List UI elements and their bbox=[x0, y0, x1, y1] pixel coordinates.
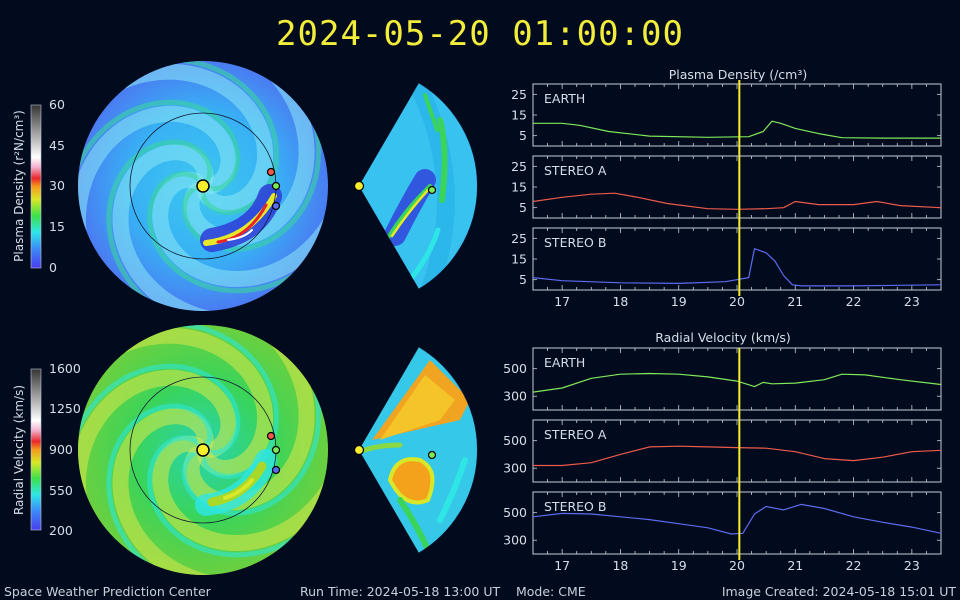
density-tick: 15 bbox=[49, 219, 65, 234]
chart-frame bbox=[532, 347, 942, 411]
x-tick-label: 22 bbox=[846, 558, 862, 573]
chart-frame bbox=[532, 83, 942, 147]
stereo-a-marker-icon bbox=[266, 431, 276, 441]
velocity-tick: 1600 bbox=[49, 361, 81, 376]
x-tick-label: 19 bbox=[671, 294, 687, 309]
velocity-colorbar: 1600 1250 900 550 200 Radial Velocity (k… bbox=[12, 361, 81, 538]
y-tick-label: 500 bbox=[503, 361, 527, 376]
density-colorbar-label: Plasma Density (r²N/cm³) bbox=[12, 110, 26, 262]
stereo-b-marker-icon bbox=[271, 201, 281, 211]
x-tick-label: 21 bbox=[787, 558, 803, 573]
x-tick-label: 18 bbox=[612, 558, 628, 573]
chart-panel: 500 300 STEREO B 17 18 19 20 21 22 23 bbox=[503, 491, 942, 573]
series-line-earth bbox=[533, 120, 941, 139]
density-tick: 30 bbox=[49, 178, 65, 193]
earth-marker-icon bbox=[271, 181, 281, 191]
y-tick-label: 15 bbox=[511, 252, 527, 267]
x-tick-label: 19 bbox=[671, 558, 687, 573]
earth-marker-icon bbox=[271, 445, 281, 455]
density-tick: 0 bbox=[49, 260, 57, 275]
density-tick: 45 bbox=[49, 138, 65, 153]
stereo-a-marker-icon bbox=[266, 167, 276, 177]
chart-frame bbox=[532, 491, 942, 555]
y-tick-label: 500 bbox=[503, 505, 527, 520]
footer-image-created: Image Created: 2024-05-18 15:01 UT bbox=[721, 584, 956, 599]
density-colorbar-scale bbox=[30, 104, 42, 269]
chart-frame bbox=[532, 155, 942, 219]
y-tick-label: 5 bbox=[519, 128, 527, 143]
series-name-label: STEREO B bbox=[544, 499, 606, 514]
y-tick-label: 25 bbox=[511, 231, 527, 246]
sun-icon bbox=[353, 180, 365, 192]
model-visualization: 60 45 30 15 0 Plasma Density (r²N/cm³) 1… bbox=[12, 61, 478, 575]
x-tick-label: 17 bbox=[554, 558, 570, 573]
chart-frame bbox=[532, 227, 942, 291]
series-name-label: STEREO A bbox=[544, 163, 607, 178]
cme-velocity-core bbox=[223, 478, 254, 500]
cme-density-core bbox=[216, 203, 268, 244]
series-line-stereo_a bbox=[532, 192, 942, 210]
velocity-tick: 900 bbox=[49, 442, 73, 457]
cme-density-front bbox=[203, 193, 277, 246]
cme-density-peak bbox=[227, 229, 253, 241]
density-meridional-view bbox=[353, 82, 478, 290]
date-time-title: 2024-05-20 01:00:00 bbox=[276, 14, 684, 54]
density-colorbar: 60 45 30 15 0 Plasma Density (r²N/cm³) bbox=[12, 97, 65, 275]
stereo-b-marker-icon bbox=[271, 465, 281, 475]
series-line-stereo_a bbox=[533, 445, 942, 467]
velocity-ecliptic-view bbox=[78, 325, 328, 575]
sun-icon bbox=[196, 443, 210, 457]
y-tick-label: 25 bbox=[511, 87, 527, 102]
series-name-label: STEREO B bbox=[544, 235, 606, 250]
sun-icon bbox=[196, 179, 210, 193]
series-name-label: EARTH bbox=[544, 355, 585, 370]
y-tick-label: 300 bbox=[503, 533, 527, 548]
y-tick-label: 500 bbox=[503, 433, 527, 448]
footer-mode: Mode: CME bbox=[516, 584, 586, 599]
chart-panel: 25 15 5 EARTH bbox=[511, 80, 942, 156]
velocity-tick: 1250 bbox=[49, 401, 81, 416]
series-line-stereo_b bbox=[532, 248, 942, 287]
series-line-earth bbox=[532, 372, 942, 393]
x-tick-label: 20 bbox=[729, 558, 745, 573]
y-tick-label: 5 bbox=[519, 200, 527, 215]
chart-panel: 500 300 EARTH bbox=[503, 347, 942, 420]
x-tick-label: 23 bbox=[904, 294, 920, 309]
x-tick-label: 22 bbox=[846, 294, 862, 309]
footer-run-time: Run Time: 2024-05-18 13:00 UT bbox=[300, 584, 501, 599]
velocity-tick: 550 bbox=[49, 483, 73, 498]
density-chart-title: Plasma Density (/cm³) bbox=[669, 67, 808, 82]
x-tick-label: 21 bbox=[787, 294, 803, 309]
x-tick-label: 23 bbox=[904, 558, 920, 573]
x-tick-label: 20 bbox=[729, 294, 745, 309]
velocity-colorbar-label: Radial Velocity (km/s) bbox=[12, 385, 26, 515]
earth-marker-icon bbox=[427, 450, 437, 460]
series-line-stereo_b bbox=[532, 503, 942, 535]
sun-icon bbox=[353, 444, 365, 456]
chart-panel: 25 15 5 STEREO B 17 18 19 20 21 22 23 bbox=[511, 227, 942, 309]
chart-frame bbox=[532, 419, 942, 483]
y-tick-label: 15 bbox=[511, 180, 527, 195]
y-tick-label: 25 bbox=[511, 159, 527, 174]
chart-panel: 500 300 STEREO A bbox=[503, 419, 942, 492]
earth-marker-icon bbox=[427, 185, 437, 195]
velocity-colorbar-scale bbox=[30, 368, 42, 531]
velocity-tick: 200 bbox=[49, 523, 73, 538]
velocity-chart-title: Radial Velocity (km/s) bbox=[655, 330, 791, 345]
chart-panel: 25 15 5 STEREO A bbox=[511, 155, 942, 228]
y-tick-label: 300 bbox=[503, 389, 527, 404]
series-name-label: STEREO A bbox=[544, 427, 607, 442]
x-tick-label: 18 bbox=[612, 294, 628, 309]
x-tick-label: 17 bbox=[554, 294, 570, 309]
footer-center-name: Space Weather Prediction Center bbox=[4, 584, 211, 599]
velocity-meridional-view bbox=[353, 346, 478, 554]
series-name-label: EARTH bbox=[544, 91, 585, 106]
y-tick-label: 15 bbox=[511, 108, 527, 123]
y-tick-label: 300 bbox=[503, 461, 527, 476]
density-tick: 60 bbox=[49, 97, 65, 112]
density-ecliptic-view bbox=[78, 61, 328, 311]
y-tick-label: 5 bbox=[519, 272, 527, 287]
